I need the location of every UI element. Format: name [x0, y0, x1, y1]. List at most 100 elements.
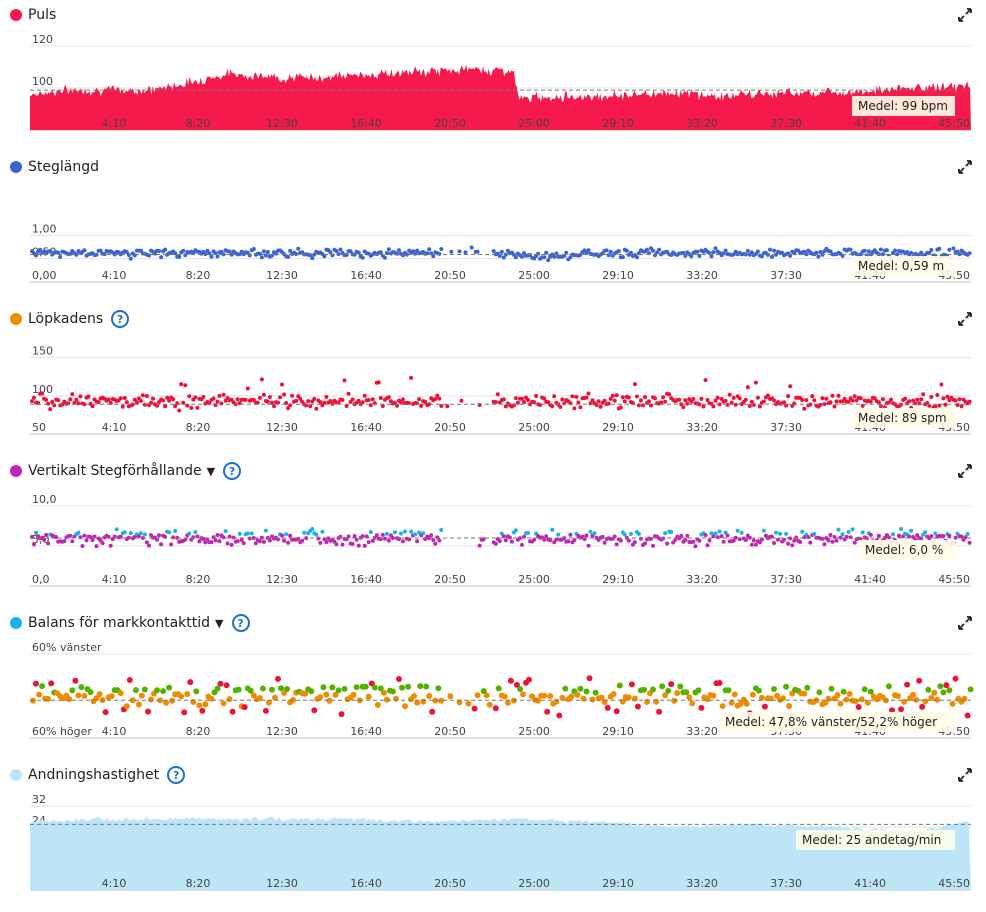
data-point	[481, 537, 486, 542]
data-point	[78, 684, 85, 691]
data-point	[439, 528, 444, 532]
data-point	[334, 542, 339, 547]
data-point	[312, 252, 317, 257]
data-point	[350, 397, 355, 402]
data-point	[933, 404, 938, 409]
data-point	[935, 393, 940, 397]
data-point	[830, 393, 835, 398]
data-point	[749, 691, 756, 698]
data-point	[574, 394, 579, 399]
data-point	[643, 541, 647, 546]
data-point	[628, 250, 633, 255]
data-point	[171, 535, 176, 540]
y-tick-label: 50	[32, 421, 46, 434]
data-point	[340, 398, 345, 402]
expand-icon[interactable]	[958, 312, 972, 326]
data-point	[681, 250, 686, 255]
data-point	[235, 539, 240, 544]
data-point	[272, 694, 278, 701]
x-tick-label: 41:40	[854, 877, 886, 890]
data-point	[913, 401, 918, 406]
data-point	[568, 532, 573, 537]
help-icon[interactable]: ?	[111, 310, 130, 328]
data-point	[939, 382, 944, 387]
data-point	[386, 395, 391, 400]
data-point	[169, 542, 174, 547]
data-point	[578, 405, 583, 410]
x-tick-label: 37:30	[770, 269, 802, 282]
data-point	[703, 378, 708, 383]
data-point	[947, 247, 952, 252]
data-point	[761, 399, 766, 404]
data-point	[957, 252, 962, 257]
y-tick-label: 60% höger	[32, 725, 92, 738]
help-icon[interactable]: ?	[223, 462, 242, 480]
data-point	[317, 694, 324, 701]
data-point	[727, 392, 732, 397]
help-icon[interactable]: ?	[167, 766, 186, 784]
data-point	[572, 538, 577, 543]
x-tick-label: 25:00	[518, 725, 550, 738]
data-point	[697, 402, 702, 407]
dropdown-caret-icon[interactable]: ▼	[206, 464, 216, 478]
data-point	[32, 542, 36, 547]
data-point	[689, 700, 696, 707]
data-point	[940, 689, 947, 696]
data-point	[885, 683, 892, 690]
data-point	[417, 683, 424, 690]
data-point	[74, 252, 79, 257]
data-point	[867, 688, 874, 695]
data-point	[653, 396, 657, 401]
x-tick-label: 37:30	[770, 573, 802, 586]
data-point	[604, 704, 611, 711]
data-point	[259, 685, 266, 692]
data-point	[737, 700, 744, 707]
data-point	[904, 681, 911, 688]
data-point	[843, 696, 850, 703]
mean-label: Medel: 25 andetag/min	[802, 833, 941, 847]
expand-icon[interactable]	[958, 464, 972, 478]
x-tick-label: 20:50	[434, 573, 466, 586]
data-point	[755, 249, 760, 254]
expand-icon[interactable]	[958, 8, 972, 22]
y-tick-label: 60% vänster	[32, 641, 102, 654]
y-tick-label: 0,00	[32, 269, 57, 282]
data-point	[868, 399, 873, 404]
data-point	[215, 399, 220, 404]
data-point	[586, 543, 591, 548]
data-point	[876, 533, 881, 538]
data-point	[308, 688, 315, 695]
data-point	[433, 541, 438, 546]
data-point	[225, 541, 230, 546]
data-point	[818, 402, 823, 407]
help-icon[interactable]: ?	[231, 614, 250, 632]
expand-icon[interactable]	[958, 160, 972, 174]
data-point	[945, 394, 950, 399]
data-point	[323, 691, 330, 698]
data-point	[362, 393, 367, 398]
x-tick-label: 37:30	[770, 117, 802, 130]
dropdown-caret-icon[interactable]: ▼	[215, 616, 224, 630]
data-point	[586, 391, 591, 396]
expand-icon[interactable]	[958, 616, 972, 630]
data-point	[880, 397, 885, 402]
data-point	[538, 403, 543, 407]
data-point	[761, 528, 766, 533]
data-point	[48, 407, 53, 412]
data-point	[348, 249, 353, 254]
data-point	[886, 535, 891, 540]
x-tick-label: 20:50	[434, 877, 466, 890]
data-point	[366, 398, 371, 402]
x-tick-label: 16:40	[350, 269, 382, 282]
data-point	[474, 692, 481, 699]
data-point	[302, 690, 309, 697]
y-tick-label: 32	[32, 793, 46, 806]
data-point	[846, 399, 851, 404]
data-point	[685, 401, 690, 406]
data-point	[651, 248, 655, 253]
expand-icon[interactable]	[958, 768, 972, 782]
data-point	[141, 686, 148, 693]
chart-panel-vert: Vertikalt Stegförhållande ▼ ? 10,05,00,0…	[0, 456, 986, 608]
data-point	[352, 534, 357, 538]
data-point	[239, 538, 244, 542]
